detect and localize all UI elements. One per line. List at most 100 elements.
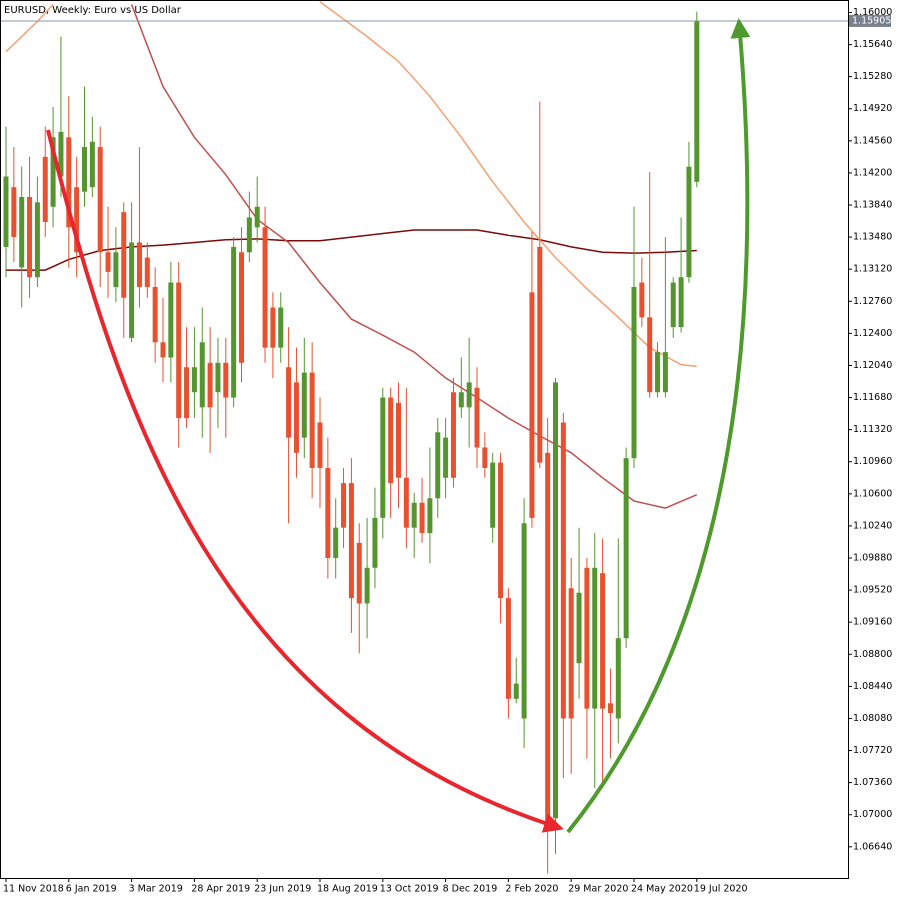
candle-body: [58, 131, 64, 177]
candle-body: [27, 196, 33, 278]
y-tick-label: 1.15280: [853, 71, 892, 82]
candle-body: [19, 196, 25, 268]
candle-body: [89, 141, 95, 188]
candle-body: [286, 367, 292, 438]
plot-area: [1, 1, 848, 874]
candle-body: [113, 252, 119, 288]
candle-body: [639, 282, 645, 318]
axes: 1.16000 1.15640 1.15280 1.14920 1.14560 1.142…: [3, 7, 892, 895]
candle-body: [498, 462, 504, 599]
candle-body: [160, 342, 166, 358]
candle-body: [199, 342, 205, 408]
candle-body: [121, 212, 127, 298]
last-price-box: [849, 14, 891, 27]
candle-body: [482, 447, 488, 468]
candle-body: [670, 282, 676, 328]
candle-body: [655, 352, 661, 393]
candle-body: [388, 397, 394, 484]
candle-body: [560, 422, 566, 719]
candle-body: [466, 382, 472, 408]
candle-body: [42, 156, 48, 222]
candle-body: [262, 227, 268, 348]
y-tick-label: 1.09160: [853, 617, 892, 628]
y-tick-label: 1.10600: [853, 488, 892, 499]
candle-body: [184, 367, 190, 419]
candle-body: [513, 683, 519, 699]
y-tick-label: 1.16000: [853, 7, 892, 18]
last-price-label: 1.15905: [852, 15, 891, 26]
x-tick-label: 18 Aug 2019: [317, 884, 378, 895]
candle-body: [82, 147, 87, 192]
candle-body: [3, 176, 9, 247]
candle-body: [694, 20, 700, 182]
candle-body: [364, 567, 370, 604]
y-tick-label: 1.15640: [853, 39, 892, 50]
candle-body: [576, 592, 582, 664]
candle-body: [435, 432, 441, 499]
x-tick-label: 3 Mar 2019: [129, 884, 183, 895]
y-tick-label: 1.07720: [853, 745, 892, 756]
candle-body: [191, 367, 197, 393]
candle-body: [215, 362, 221, 393]
y-tick-label: 1.12040: [853, 360, 892, 371]
candle-body: [678, 277, 684, 328]
up-arrow: [566, 18, 751, 834]
y-tick-label: 1.08440: [853, 681, 892, 692]
candle-body: [411, 502, 417, 528]
candle-body: [553, 382, 558, 819]
candle-body: [333, 527, 339, 558]
candle-body: [403, 477, 409, 528]
down-arrow: [46, 129, 564, 833]
candle-body: [372, 517, 378, 568]
y-tick-label: 1.13120: [853, 264, 892, 275]
candle-body: [584, 567, 590, 709]
y-tick-label: 1.07360: [853, 777, 892, 788]
candle-body: [615, 638, 621, 719]
candle-body: [662, 352, 668, 393]
candle-body: [246, 217, 252, 253]
candle-body: [11, 187, 17, 238]
candle-body: [325, 467, 331, 558]
candle-body: [50, 137, 56, 207]
y-tick-label: 1.10960: [853, 456, 892, 467]
y-tick-label: 1.09880: [853, 552, 892, 563]
candle-body: [474, 387, 480, 448]
candle-body: [647, 317, 653, 393]
candle-body: [254, 206, 260, 228]
candle-body: [396, 402, 401, 478]
y-tick-label: 1.06640: [853, 841, 892, 852]
candle-body: [356, 542, 362, 604]
x-tick-label: 13 Oct 2019: [380, 884, 439, 895]
annotations: [46, 18, 751, 834]
candle-body: [348, 483, 354, 599]
candle-body: [607, 703, 613, 714]
chart-title: EURUSD, Weekly: Euro vs US Dollar: [4, 5, 182, 16]
candle-body: [223, 362, 229, 398]
candle-body: [293, 382, 299, 453]
x-tick-label: 24 May 2020: [631, 884, 693, 895]
moving-average: [130, 4, 698, 509]
candle-body: [600, 573, 606, 709]
y-tick-label: 1.10240: [853, 520, 892, 531]
y-tick-label: 1.11320: [853, 424, 892, 435]
y-tick-label: 1.08080: [853, 713, 892, 724]
candle-body: [278, 307, 284, 348]
plot-frame: [0, 0, 849, 879]
y-tick-label: 1.11680: [853, 392, 892, 403]
candle-body: [74, 187, 80, 253]
x-tick-label: 29 Mar 2020: [568, 884, 628, 895]
candle-body: [458, 392, 464, 408]
candle-body: [592, 567, 598, 709]
candle-body: [450, 392, 456, 478]
x-tick-label: 23 Jun 2019: [254, 884, 311, 895]
candle-body: [443, 437, 449, 478]
candle-body: [537, 246, 543, 463]
x-tick-label: 8 Dec 2019: [443, 884, 498, 895]
candle-body: [568, 588, 574, 719]
candle-body: [239, 252, 244, 363]
y-tick-label: 1.09520: [853, 585, 892, 596]
candle-body: [136, 242, 142, 288]
x-tick-label: 28 Apr 2019: [191, 884, 250, 895]
